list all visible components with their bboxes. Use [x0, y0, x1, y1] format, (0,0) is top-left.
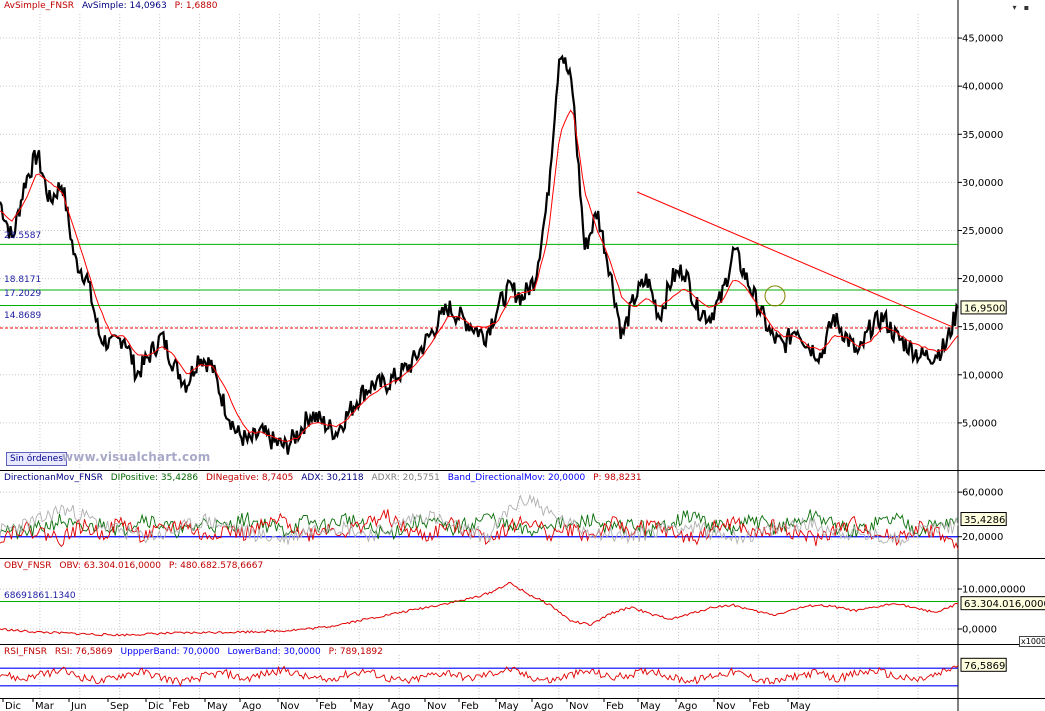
x-tick-label: Ago — [534, 701, 553, 711]
watermark: www.visualchart.com — [62, 450, 211, 464]
level-label-2: 18.8171 — [4, 275, 42, 285]
obv-period-value: P: 480.682.578,6667 — [168, 561, 264, 571]
x-tick-label: Nov — [569, 701, 589, 711]
minimize-icon[interactable]: ▾ — [1012, 3, 1017, 12]
y-tick-label: 40,0000 — [962, 82, 1003, 93]
rsi-value: RSI: 76,5869 — [54, 647, 113, 657]
rsi-value-label: 76,5869 — [964, 661, 1005, 672]
dmi-header: DirectionanMov_FNSR DIPositive: 35,4286 … — [4, 473, 647, 483]
band-value: Band_DirectionalMov: 20,0000 — [447, 473, 586, 483]
price-value-label-box — [960, 300, 1007, 315]
rsi-value-label-box — [960, 657, 1007, 672]
x-tick-label: Feb — [752, 701, 770, 711]
level-label-3: 17.2029 — [4, 289, 42, 299]
orders-button[interactable]: Sin órdenes — [6, 452, 68, 466]
y-tick-label: 30,0000 — [962, 178, 1003, 189]
x-tick-label: Feb — [461, 701, 479, 711]
y-tick-label: 20,0000 — [962, 532, 1003, 543]
price-indicator-name: AvSimple_FNSR — [4, 1, 75, 11]
x-tick-label: Dic — [5, 701, 21, 711]
x-tick-label: May — [790, 701, 811, 711]
adx-value: ADX: 30,2118 — [301, 473, 364, 483]
adxr-value: ADXR: 20,5751 — [371, 473, 440, 483]
obv-value-label-box — [960, 596, 1045, 611]
dmi-value-label-box — [960, 512, 1007, 527]
obv-panel: OBV_FNSR OBV: 63.304.016,0000 P: 480.682… — [0, 559, 1045, 645]
multiplier-badge: x10000 — [1019, 636, 1045, 647]
dmi-indicator-name: DirectionanMov_FNSR — [4, 473, 103, 483]
rsi-chart[interactable]: 76,5869 — [0, 645, 1045, 699]
y-tick-label: 10.000,0000 — [962, 585, 1026, 596]
di-negative-series — [0, 509, 959, 550]
time-axis: Dic Mar Jun Sep Dic Feb May Ago Nov Feb May Ago Nov F… — [2, 699, 959, 711]
y-tick-label: 35,0000 — [962, 130, 1003, 141]
y-tick-label: 15,0000 — [962, 322, 1003, 333]
period-value: P: 1,6880 — [174, 1, 218, 11]
x-tick-label: Nov — [427, 701, 447, 711]
x-tick-label: Mar — [35, 701, 55, 711]
dmi-value-label: 35,4286 — [964, 515, 1005, 526]
y-tick-label: 20,0000 — [962, 274, 1003, 285]
x-tick-label: Sep — [110, 701, 129, 711]
adx-series — [0, 493, 959, 547]
x-tick-label: Jun — [70, 701, 87, 711]
x-tick-label: May — [353, 701, 374, 711]
moving-average-series — [0, 109, 959, 442]
y-tick-label: 0,0000 — [962, 625, 997, 636]
x-tick-label: Feb — [606, 701, 624, 711]
rsi-series — [0, 664, 959, 687]
obv-series — [0, 581, 959, 637]
y-tick-label: 60,0000 — [962, 488, 1003, 499]
obv-chart[interactable]: 0,0000 10.000,0000 63.304.016,0000 — [0, 559, 1045, 645]
level-label-1: 23.5587 — [4, 231, 42, 241]
x-tick-label: May — [498, 701, 519, 711]
x-tick-label: Nov — [716, 701, 736, 711]
lower-band-value: LowerBand: 30,0000 — [227, 647, 321, 657]
obv-level-label: 68691861.1340 — [4, 591, 76, 601]
y-tick-label: 45,0000 — [962, 34, 1003, 45]
di-positive-value: DIPositive: 35,4286 — [110, 473, 199, 483]
x-tick-label: Feb — [319, 701, 337, 711]
dmi-period-value: P: 98,8231 — [593, 473, 642, 483]
x-tick-label: Ago — [678, 701, 697, 711]
x-tick-label: Feb — [172, 701, 190, 711]
upper-band-value: UppperBand: 70,0000 — [120, 647, 220, 657]
rsi-period-value: P: 789,1892 — [328, 647, 383, 657]
directional-movement-panel: DirectionanMov_FNSR DIPositive: 35,4286 … — [0, 471, 1045, 559]
trendline — [636, 191, 953, 328]
circle-annotation — [764, 285, 786, 307]
rsi-indicator-name: RSI_FNSR — [4, 647, 47, 657]
rsi-panel: RSI_FNSR RSI: 76,5869 UppperBand: 70,000… — [0, 645, 1045, 699]
x-tick-label: Ago — [391, 701, 410, 711]
x-tick-label: May — [640, 701, 661, 711]
obv-header: OBV_FNSR OBV: 63.304.016,0000 P: 480.682… — [4, 561, 268, 571]
di-positive-series — [0, 509, 959, 541]
y-tick-label: 5,0000 — [962, 418, 997, 429]
level-label-4: 14.8689 — [4, 311, 42, 321]
di-negative-value: DINegative: 8,7405 — [206, 473, 294, 483]
x-tick-label: Dic — [148, 701, 164, 711]
close-icon[interactable]: ▪ — [1023, 3, 1030, 12]
dmi-chart[interactable]: 20,0000 60,0000 35,4286 — [0, 471, 1045, 559]
y-tick-label: 25,0000 — [962, 226, 1003, 237]
y-tick-label: 10,0000 — [962, 370, 1003, 381]
price-value-label: 16,9500 — [964, 303, 1005, 314]
x-tick-label: May — [207, 701, 228, 711]
price-panel: AvSimple_FNSR AvSimple: 14,0963 P: 1,688… — [0, 0, 1045, 471]
avsimple-value: AvSimple: 14,0963 — [81, 1, 167, 11]
obv-value: OBV: 63.304.016,0000 — [59, 561, 161, 571]
rsi-header: RSI_FNSR RSI: 76,5869 UppperBand: 70,000… — [4, 647, 388, 657]
obv-indicator-name: OBV_FNSR — [4, 561, 52, 571]
obv-value-label: 63.304.016,0000 — [964, 599, 1045, 610]
price-chart[interactable]: 5,0000 10,0000 15,0000 20,0000 25,0000 30,000… — [0, 0, 1045, 471]
x-tick-label: Ago — [242, 701, 261, 711]
price-series — [0, 54, 959, 455]
price-header: AvSimple_FNSR AvSimple: 14,0963 P: 1,688… — [4, 1, 222, 11]
x-tick-label: Nov — [280, 701, 300, 711]
